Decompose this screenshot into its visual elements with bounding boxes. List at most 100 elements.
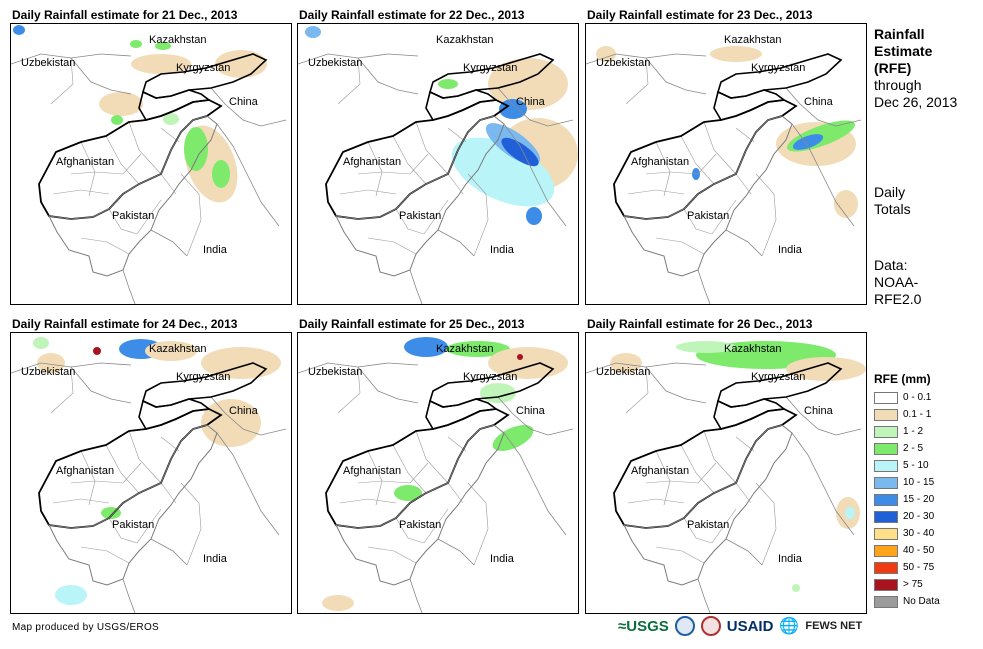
fews-net-logo: FEWS NET	[805, 620, 863, 632]
side-title-l1: Rainfall	[874, 26, 925, 42]
legend-row: 0 - 0.1	[874, 389, 940, 406]
rainfall-overlay	[322, 337, 568, 611]
legend-swatch	[874, 561, 898, 574]
province-borders	[50, 57, 202, 257]
side-title: Rainfall Estimate (RFE) through Dec 26, …	[874, 26, 957, 111]
legend-row: 15 - 20	[874, 491, 940, 508]
map-svg	[11, 25, 287, 304]
map-label-india: India	[490, 553, 514, 565]
legend-swatch	[874, 510, 898, 523]
kyrgyzstan-border	[429, 53, 555, 99]
province-borders	[625, 57, 777, 257]
province-borders	[337, 366, 489, 566]
map-svg	[298, 337, 574, 613]
panel-title-5: Daily Rainfall estimate for 25 Dec., 201…	[299, 317, 525, 331]
fews-globe-icon: 🌐	[779, 618, 800, 635]
map-label-china: China	[516, 405, 545, 417]
map-svg	[298, 26, 578, 304]
legend-row: > 75	[874, 576, 940, 593]
map-panel-4: Kazakhstan Uzbekistan Kyrgyzstan China Afgha…	[10, 332, 292, 614]
map-label-china: China	[804, 96, 833, 108]
legend-swatch	[874, 476, 898, 489]
usgs-logo: ≈USGS	[618, 617, 669, 635]
map-label-china: China	[229, 96, 258, 108]
kyrgyzstan-border	[142, 53, 268, 99]
legend-row: 20 - 30	[874, 508, 940, 525]
map-label-kyrgyzstan: Kyrgyzstan	[463, 62, 518, 74]
kyrgyzstan-border	[717, 53, 843, 99]
noaa-seal-icon	[674, 616, 695, 636]
map-label-uzbekistan: Uzbekistan	[308, 57, 363, 69]
legend-swatch	[874, 578, 898, 591]
legend-swatch	[874, 527, 898, 540]
map-label-pakistan: Pakistan	[687, 210, 730, 222]
side-title-l2: Estimate	[874, 43, 933, 59]
map-panel-5: Kazakhstan Uzbekistan Kyrgyzstan China Afgha…	[297, 332, 579, 614]
side-data-2: NOAA-	[874, 274, 919, 290]
usaid-logo: USAID	[726, 617, 774, 635]
legend-label: 2 - 5	[903, 443, 924, 454]
map-label-afghanistan: Afghanistan	[56, 156, 115, 168]
side-daily-1: Daily	[874, 184, 906, 200]
logo-strip: ≈USGS USAID 🌐 FEWS NET	[618, 616, 862, 636]
map-label-kazakhstan: Kazakhstan	[436, 343, 494, 355]
map-label-kazakhstan: Kazakhstan	[724, 34, 782, 46]
map-label-kyrgyzstan: Kyrgyzstan	[176, 371, 231, 383]
side-daily: Daily Totals	[874, 184, 911, 218]
legend-label: > 75	[903, 579, 923, 590]
legend-label: 0 - 0.1	[903, 392, 932, 403]
legend-row: 50 - 75	[874, 559, 940, 576]
map-label-uzbekistan: Uzbekistan	[21, 366, 76, 378]
legend-row: 10 - 15	[874, 474, 940, 491]
legend-row: No Data	[874, 593, 940, 610]
map-label-india: India	[490, 244, 514, 256]
rainfall-overlay	[13, 25, 267, 203]
map-svg	[11, 337, 287, 613]
legend-label: 0.1 - 1	[903, 409, 932, 420]
province-borders	[625, 366, 777, 566]
panel-title-4: Daily Rainfall estimate for 24 Dec., 201…	[12, 317, 238, 331]
legend-row: 2 - 5	[874, 440, 940, 457]
kyrgyzstan-border	[717, 362, 843, 408]
side-data-1: Data:	[874, 257, 908, 273]
map-panel-1: Kazakhstan Uzbekistan Kyrgyzstan China Afgha…	[10, 23, 292, 305]
legend-swatch	[874, 442, 898, 455]
map-label-pakistan: Pakistan	[399, 519, 442, 531]
rainfall-overlay	[305, 26, 578, 225]
map-label-pakistan: Pakistan	[687, 519, 730, 531]
map-svg	[586, 341, 866, 613]
legend-label: 20 - 30	[903, 511, 935, 522]
side-through: through	[874, 77, 922, 93]
kyrgyzstan-border	[429, 362, 555, 408]
legend-label: No Data	[903, 596, 940, 607]
map-label-pakistan: Pakistan	[112, 210, 155, 222]
legend-row: 40 - 50	[874, 542, 940, 559]
map-panel-6: Kazakhstan Uzbekistan Kyrgyzstan China Afgha…	[585, 332, 867, 614]
legend-swatch	[874, 493, 898, 506]
map-label-uzbekistan: Uzbekistan	[596, 57, 651, 69]
pakistan-border	[335, 424, 505, 586]
map-label-kyrgyzstan: Kyrgyzstan	[751, 62, 806, 74]
map-label-afghanistan: Afghanistan	[631, 465, 690, 477]
legend-label: 1 - 2	[903, 426, 924, 437]
side-title-l3: (RFE)	[874, 60, 912, 76]
map-panel-3: Kazakhstan Uzbekistan Kyrgyzstan China Afgha…	[585, 23, 867, 305]
province-borders	[50, 366, 202, 566]
legend-label: 40 - 50	[903, 545, 935, 556]
agency-seal-icon	[700, 616, 721, 636]
pakistan-border	[623, 115, 793, 277]
kyrgyzstan-border	[142, 362, 268, 408]
legend-label: 30 - 40	[903, 528, 935, 539]
map-svg	[586, 46, 862, 304]
map-label-afghanistan: Afghanistan	[631, 156, 690, 168]
map-label-india: India	[203, 244, 227, 256]
map-label-kyrgyzstan: Kyrgyzstan	[751, 371, 806, 383]
legend-label: 10 - 15	[903, 477, 935, 488]
map-label-kyrgyzstan: Kyrgyzstan	[463, 371, 518, 383]
panel-title-6: Daily Rainfall estimate for 26 Dec., 201…	[587, 317, 813, 331]
rainfall-overlay	[610, 341, 866, 592]
map-label-uzbekistan: Uzbekistan	[596, 366, 651, 378]
map-label-uzbekistan: Uzbekistan	[308, 366, 363, 378]
map-label-kazakhstan: Kazakhstan	[149, 343, 207, 355]
pakistan-border	[335, 115, 505, 277]
